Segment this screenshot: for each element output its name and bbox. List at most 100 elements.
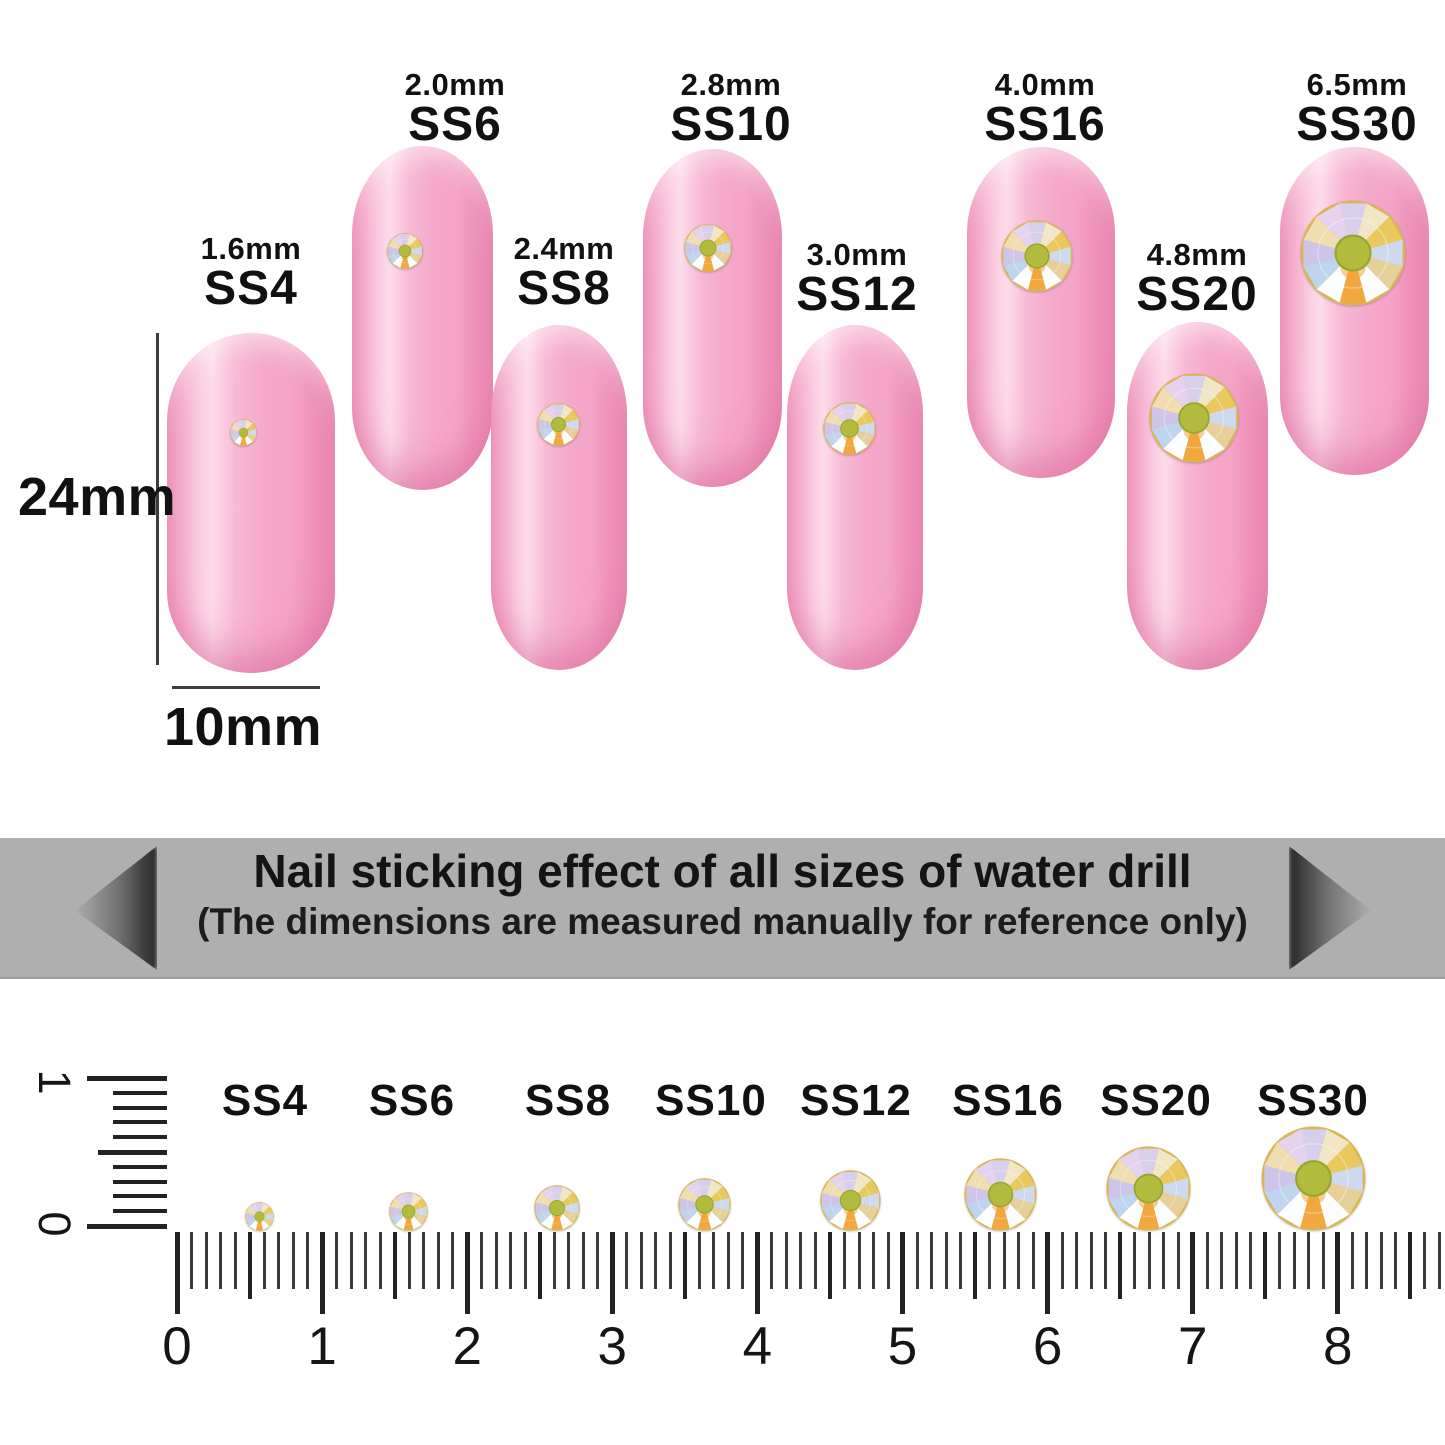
rhinestone-icon (536, 402, 580, 446)
rhinestone-icon (677, 1178, 731, 1231)
ruler-tick (1060, 1232, 1064, 1289)
ruler-tick (596, 1232, 600, 1289)
ruler-tick (973, 1232, 977, 1299)
width-dimension-label: 10mm (163, 697, 323, 757)
stone-ss-code: SS30 (1296, 98, 1418, 151)
ruler-tick (291, 1232, 295, 1289)
stone-ss-code: SS6 (408, 98, 502, 151)
ruler-tick (1162, 1232, 1166, 1289)
ruler-number-6: 6 (1032, 1317, 1063, 1376)
ruler-tick (422, 1232, 426, 1289)
rhinestone-icon (388, 1192, 428, 1231)
ruler-tick (668, 1232, 672, 1289)
rhinestone-icon (229, 418, 257, 446)
ruler-tick (872, 1232, 875, 1289)
ruler-tick (509, 1232, 513, 1289)
ruler-tick (1365, 1232, 1369, 1289)
ruler-tick (609, 1232, 615, 1314)
ruler-tick (552, 1232, 556, 1289)
nail-label-SS12: 3.0mm SS12 (747, 238, 967, 319)
ruler-tick (754, 1232, 760, 1314)
ruler-tick (1147, 1232, 1151, 1289)
stone-size-mm: 1.6mm (200, 231, 302, 266)
ruler-number-8: 8 (1323, 1317, 1353, 1376)
ruler-tick (726, 1232, 730, 1289)
banner-subtitle: (The dimensions are measured manually fo… (197, 901, 1248, 942)
vertical-ruler-tick (113, 1194, 167, 1199)
ruler-tick (233, 1232, 237, 1289)
rhinestone-icon (822, 401, 876, 455)
ruler-number-0: 0 (162, 1317, 192, 1376)
ruler-number-3: 3 (597, 1317, 628, 1376)
ruler-tick (262, 1232, 266, 1289)
ruler-number-2: 2 (452, 1317, 482, 1376)
ruler-tick (378, 1232, 382, 1289)
ruler-tick (843, 1232, 846, 1289)
height-dimension-label: 24mm (18, 467, 177, 527)
rhinestone-icon (819, 1170, 881, 1231)
ruler-ss-label-SS12: SS12 (800, 1076, 912, 1125)
ruler-tick (364, 1232, 368, 1289)
vertical-ruler-number-0: 0 (29, 1211, 80, 1237)
ruler-number-4: 4 (742, 1317, 773, 1376)
ruler-tick (436, 1232, 440, 1289)
ruler-ss-label-SS8: SS8 (524, 1076, 612, 1125)
rhinestone-icon (244, 1202, 274, 1231)
ruler-tick (1437, 1232, 1441, 1289)
ruler-tick (1307, 1232, 1311, 1289)
ruler-tick (930, 1232, 933, 1289)
vertical-ruler-tick (113, 1179, 167, 1184)
banner: Nail sticking effect of all sizes of wat… (0, 838, 1445, 979)
ruler-ss-label-SS4: SS4 (221, 1076, 309, 1125)
ruler-tick (1423, 1232, 1427, 1289)
ruler-tick (1176, 1232, 1180, 1289)
rhinestone-icon (1149, 373, 1239, 463)
vertical-ruler-tick (113, 1164, 167, 1169)
rhinestone-icon (1300, 200, 1406, 306)
ruler-tick (1321, 1232, 1325, 1289)
ruler-tick (625, 1232, 629, 1289)
ruler-number-5: 5 (887, 1317, 918, 1376)
ruler-tick (1220, 1232, 1224, 1289)
vertical-ruler-tick (113, 1120, 167, 1125)
ruler-tick (682, 1232, 687, 1299)
vertical-ruler-tick (87, 1075, 167, 1081)
ruler-tick (567, 1232, 571, 1289)
ruler-tick (537, 1232, 542, 1299)
pink-nail-SS30 (1280, 147, 1429, 475)
stone-size-mm: 4.8mm (1146, 237, 1248, 272)
ruler-tick (1104, 1232, 1108, 1289)
stone-ss-code: SS10 (670, 98, 792, 151)
rhinestone-icon (1105, 1146, 1191, 1231)
ruler-tick (335, 1232, 339, 1289)
ruler-tick (1190, 1232, 1196, 1314)
ruler-tick (494, 1232, 498, 1289)
ruler-ss-label-SS16: SS16 (952, 1076, 1064, 1125)
nail-label-SS20: 4.8mm SS20 (1087, 237, 1307, 319)
nail-label-SS30: 6.5mm SS30 (1247, 68, 1445, 151)
ruler-tick (407, 1232, 411, 1289)
ruler-tick (581, 1232, 585, 1289)
ruler-tick (306, 1232, 310, 1289)
ruler-tick (277, 1232, 281, 1289)
ruler-tick (697, 1232, 701, 1289)
ruler-tick (1118, 1232, 1123, 1299)
ruler-ss-label-SS10: SS10 (655, 1076, 767, 1125)
ruler-tick (959, 1232, 962, 1289)
width-dimension-line (172, 686, 320, 689)
stone-ss-code: SS4 (204, 262, 298, 315)
ruler-number-7: 7 (1177, 1317, 1208, 1376)
ruler-tick (1075, 1232, 1079, 1289)
vertical-ruler-tick (98, 1149, 167, 1155)
banner-title: Nail sticking effect of all sizes of wat… (253, 845, 1192, 897)
ruler-tick (190, 1232, 193, 1289)
stone-ss-code: SS16 (984, 98, 1106, 151)
ruler-tick (741, 1232, 745, 1289)
vertical-ruler-tick (113, 1135, 167, 1140)
ruler-tick (319, 1232, 325, 1314)
ruler-tick (349, 1232, 353, 1289)
rhinestone-icon (1261, 1126, 1365, 1231)
height-dimension-line (156, 333, 159, 665)
ruler-tick (886, 1232, 890, 1289)
